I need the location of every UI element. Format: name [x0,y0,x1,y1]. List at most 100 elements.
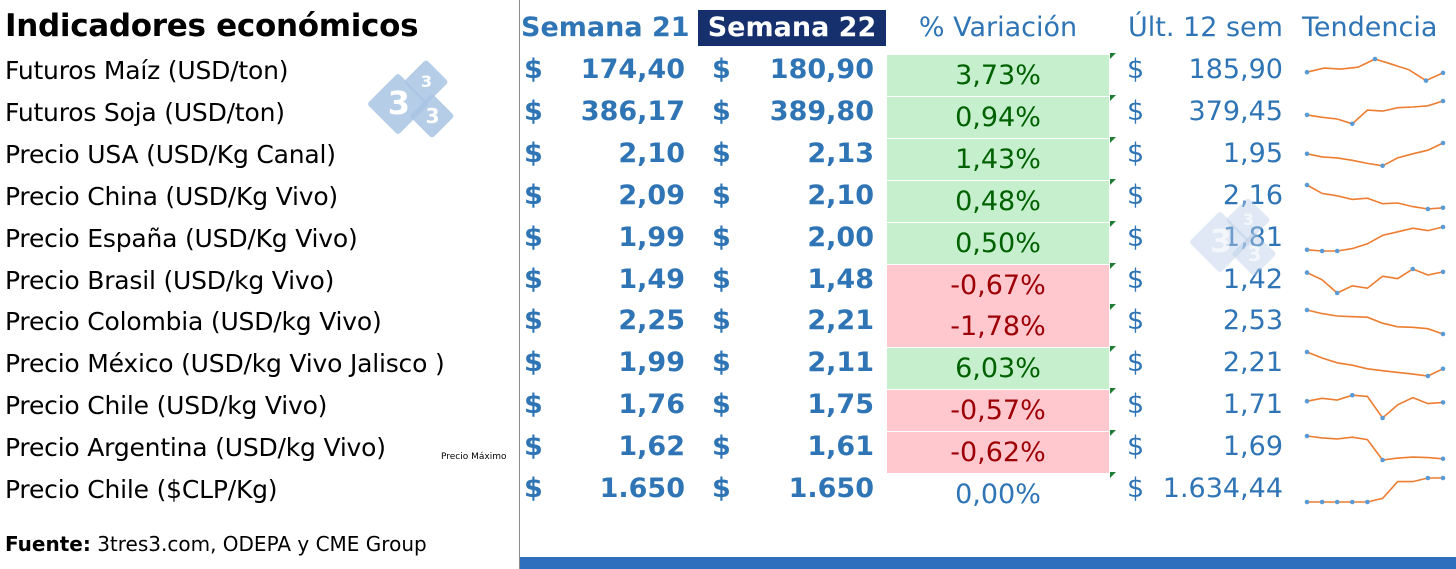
trend-point [1440,366,1446,372]
trend-point [1380,163,1385,168]
week22-value: 2,13 [807,137,874,169]
last12-value: 379,45 [1188,95,1283,127]
week22-value: 2,00 [807,221,874,253]
week22-value: 1.650 [788,473,874,504]
trend-point [1365,499,1370,505]
trend-sparkline [1304,266,1446,295]
variation-value: -0,67% [887,264,1109,306]
currency-symbol: $ [1127,179,1145,211]
row-label: Precio Brasil (USD/kg Vivo) [5,265,335,295]
row-label: Precio Argentina (USD/kg Vivo) [5,433,386,463]
cell-marker [1110,94,1116,101]
currency-symbol: $ [712,431,731,463]
trend-point [1380,457,1385,463]
currency-symbol: $ [524,389,543,421]
variation-value: -0,57% [887,390,1109,432]
cell-marker [1110,262,1116,269]
trend-point [1423,78,1429,83]
currency-symbol: $ [524,305,543,337]
currency-symbol: $ [524,347,543,379]
trend-line [1306,435,1444,461]
week22-value: 2,11 [807,347,874,379]
currency-symbol: $ [524,95,543,127]
variation-value: 0,94% [887,96,1109,138]
trend-sparkline [1304,140,1446,168]
trend-point [1425,206,1431,211]
last12-value: 2,53 [1222,305,1283,337]
trend-point [1440,475,1446,481]
last12-value: 2,16 [1222,179,1283,211]
row-label: Precio España (USD/Kg Vivo) [5,223,358,253]
trend-sparkline [1304,349,1446,379]
trend-sparkline [1304,224,1446,253]
trend-point [1440,140,1446,146]
header-last12: Últ. 12 sem [1128,12,1283,43]
row-label: Precio Colombia (USD/kg Vivo) [5,307,382,337]
cell-marker [1110,430,1116,437]
week21-value: 2,10 [618,137,685,169]
cell-marker [1110,178,1116,185]
week22-value: 1,48 [807,263,874,295]
week22-value: 2,10 [807,179,874,211]
trend-line [1306,100,1444,125]
week21-value: 2,25 [618,305,685,337]
column-divider [519,0,520,569]
trend-sparkline [1304,308,1446,337]
trend-point [1304,112,1310,118]
trend-point [1350,393,1355,398]
week22-value: 1,61 [807,431,874,463]
cell-marker [1110,472,1116,478]
currency-symbol: $ [1127,263,1145,295]
trend-point [1304,499,1310,505]
currency-symbol: $ [1127,389,1145,421]
week21-value: 174,40 [580,54,685,85]
trend-point [1304,182,1310,187]
header-variation: % Variación [918,12,1078,43]
variation-value: 0,48% [887,180,1109,222]
trend-point [1334,290,1340,295]
week21-value: 1.650 [599,473,685,504]
trend-point [1440,70,1446,76]
week21-value: 1,99 [618,221,685,253]
trend-point [1350,121,1355,126]
currency-symbol: $ [524,431,543,463]
page-title: Indicadores económicos [5,8,419,44]
trend-point [1304,349,1310,355]
currency-symbol: $ [1127,305,1145,337]
currency-symbol: $ [712,263,731,295]
trend-point [1304,399,1310,404]
trend-point [1334,499,1340,505]
currency-symbol: $ [1127,95,1145,127]
currency-symbol: $ [712,221,731,253]
trend-line [1306,183,1444,210]
currency-symbol: $ [524,263,543,295]
variation-value: 0,00% [955,479,1041,510]
last12-value: 1,71 [1222,389,1283,421]
currency-symbol: $ [1127,473,1145,504]
watermark-digit: 3 [1247,241,1262,266]
trend-point [1425,475,1431,481]
cell-marker [1110,304,1116,311]
trend-point [1350,499,1355,505]
variation-value: 3,73% [887,55,1109,96]
trend-point [1440,400,1446,405]
variation-value: 0,50% [887,222,1109,264]
cell-marker [1110,53,1116,59]
currency-symbol: $ [1127,431,1145,463]
currency-symbol: $ [1127,54,1145,85]
source-text: 3tres3.com, ODEPA y CME Group [90,532,427,556]
trend-point [1304,69,1310,75]
last12-value: 1,95 [1222,137,1283,169]
trend-sparkline [1304,475,1446,505]
row-label: Precio Chile (USD/kg Vivo) [5,391,328,421]
variation-value: -0,62% [887,432,1109,474]
source-note: Fuente: 3tres3.com, ODEPA y CME Group [5,532,427,556]
currency-symbol: $ [712,305,731,337]
currency-symbol: $ [524,473,543,504]
trend-line [1306,394,1444,420]
trend-sparkline [1304,98,1446,126]
last12-value: 1,81 [1222,221,1283,253]
currency-symbol: $ [712,389,731,421]
row-label: Futuros Soja (USD/ton) [5,97,285,127]
trend-point [1304,433,1310,439]
